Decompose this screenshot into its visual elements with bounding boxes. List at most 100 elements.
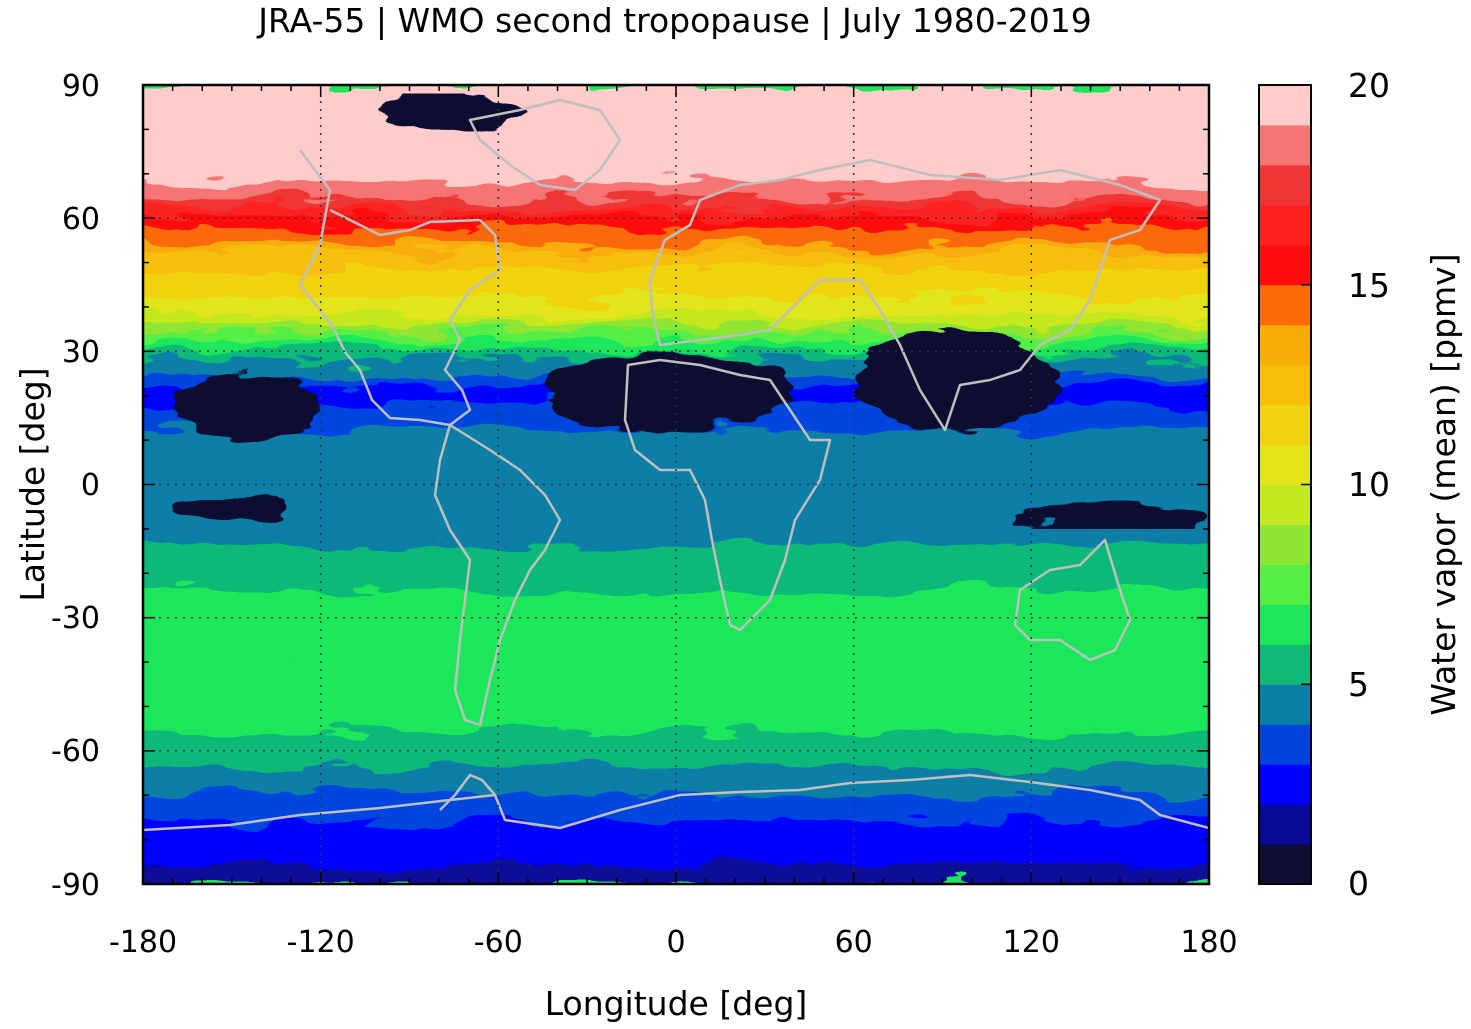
field-band [143, 838, 1209, 850]
x-tick-label: 0 [666, 925, 685, 960]
colorbar-swatch [1259, 684, 1311, 725]
x-tick-label: -120 [287, 925, 355, 960]
colorbar-swatch [1259, 844, 1311, 885]
field-band [143, 820, 1209, 832]
field-band [143, 181, 1209, 193]
colorbar-swatch [1259, 324, 1311, 366]
field-band [143, 439, 1209, 450]
dry-regions [172, 93, 1209, 529]
field-band [143, 554, 1209, 566]
grid-lines [143, 85, 1209, 884]
field-band [143, 252, 1209, 264]
colorbar-swatch [1259, 724, 1311, 765]
colorbar-swatch [1259, 524, 1311, 565]
field-band [143, 146, 1209, 158]
colorbar-swatch [1259, 85, 1311, 126]
y-tick-label: -60 [51, 734, 100, 769]
colorbar-swatch [1259, 484, 1311, 525]
y-tick-label: 60 [62, 202, 100, 237]
colorbar-swatch [1259, 124, 1311, 166]
heatmap-area [143, 85, 1209, 884]
field-band [143, 501, 1209, 513]
dry-region [1016, 506, 1209, 529]
dry-region [172, 373, 321, 441]
field-band [143, 261, 1209, 273]
y-tick-label: 90 [62, 69, 100, 104]
field-band [143, 172, 1209, 184]
field-band [143, 190, 1209, 202]
field-band [143, 332, 1209, 344]
x-tick-label: 60 [835, 925, 873, 960]
colorbar-swatch [1259, 284, 1311, 326]
y-tick-label: -90 [51, 868, 100, 903]
field-band [143, 678, 1209, 690]
field-band [143, 794, 1209, 806]
field-band [143, 563, 1209, 575]
field-band [143, 92, 1209, 104]
field-band [143, 598, 1209, 610]
field-band [143, 749, 1209, 761]
colorbar-frame [1258, 84, 1312, 885]
colorbar-tick-label: 20 [1348, 66, 1390, 105]
colorbar [1259, 84, 1311, 885]
field-band [143, 341, 1209, 353]
field-band [143, 234, 1209, 246]
coastline-eurasia [648, 158, 1162, 432]
field-band [143, 483, 1209, 495]
colorbar-swatch [1259, 564, 1311, 605]
dry-region [172, 497, 292, 521]
x-tick-label: 180 [1180, 925, 1237, 960]
field-band [143, 101, 1209, 113]
dry-region [379, 93, 528, 130]
field-band [143, 199, 1209, 211]
field-band [143, 740, 1209, 752]
field-band [143, 714, 1209, 726]
field-band [143, 758, 1209, 770]
colorbar-tick-label: 5 [1348, 665, 1369, 704]
coastline-north-america [298, 149, 502, 427]
colorbar-tick-label: 10 [1348, 465, 1390, 504]
field-band [143, 669, 1209, 681]
field-band [143, 652, 1209, 664]
x-tick-label: -60 [474, 925, 523, 960]
colorbar-swatch [1259, 404, 1311, 446]
coastline-antarctic-peninsula [439, 773, 496, 811]
colorbar-swatch [1259, 804, 1311, 845]
coastline-greenland [468, 98, 622, 192]
field-band [143, 305, 1209, 317]
water-vapor-field [143, 85, 1209, 884]
colorbar-swatch [1259, 764, 1311, 805]
coastline-africa [623, 358, 832, 632]
field-band [143, 519, 1209, 530]
coastlines [143, 98, 1209, 832]
field-band [143, 634, 1209, 646]
colorbar-swatch [1259, 244, 1311, 286]
colorbar-label: Water vapor (mean) [ppmv] [1424, 253, 1463, 715]
colorbar-swatch [1259, 444, 1311, 485]
field-band [143, 572, 1209, 584]
field-band [143, 510, 1209, 522]
field-band [143, 661, 1209, 672]
field-band [143, 590, 1209, 601]
field-band [143, 811, 1209, 823]
coastline-australia [1013, 538, 1132, 662]
field-band [143, 226, 1209, 237]
y-tick-labels: 90 60 30 0 -30 -60 -90 [51, 69, 100, 903]
field-band [143, 492, 1209, 504]
y-axis-label: Latitude [deg] [13, 367, 52, 601]
field-band [143, 474, 1209, 486]
field-band [143, 732, 1209, 743]
y-tick-label: -30 [51, 601, 100, 636]
field-band [143, 545, 1209, 557]
field-band [143, 643, 1209, 655]
field-band [143, 829, 1209, 841]
field-band [143, 803, 1209, 814]
chart-title: JRA-55 | WMO second tropopause | July 19… [256, 1, 1091, 40]
colorbar-swatch [1259, 644, 1311, 685]
x-tick-label: 120 [1003, 925, 1060, 960]
field-band [143, 314, 1209, 326]
y-tick-label: 0 [81, 468, 100, 503]
dry-region [542, 351, 795, 432]
field-band [143, 723, 1209, 735]
field-band [143, 119, 1209, 131]
